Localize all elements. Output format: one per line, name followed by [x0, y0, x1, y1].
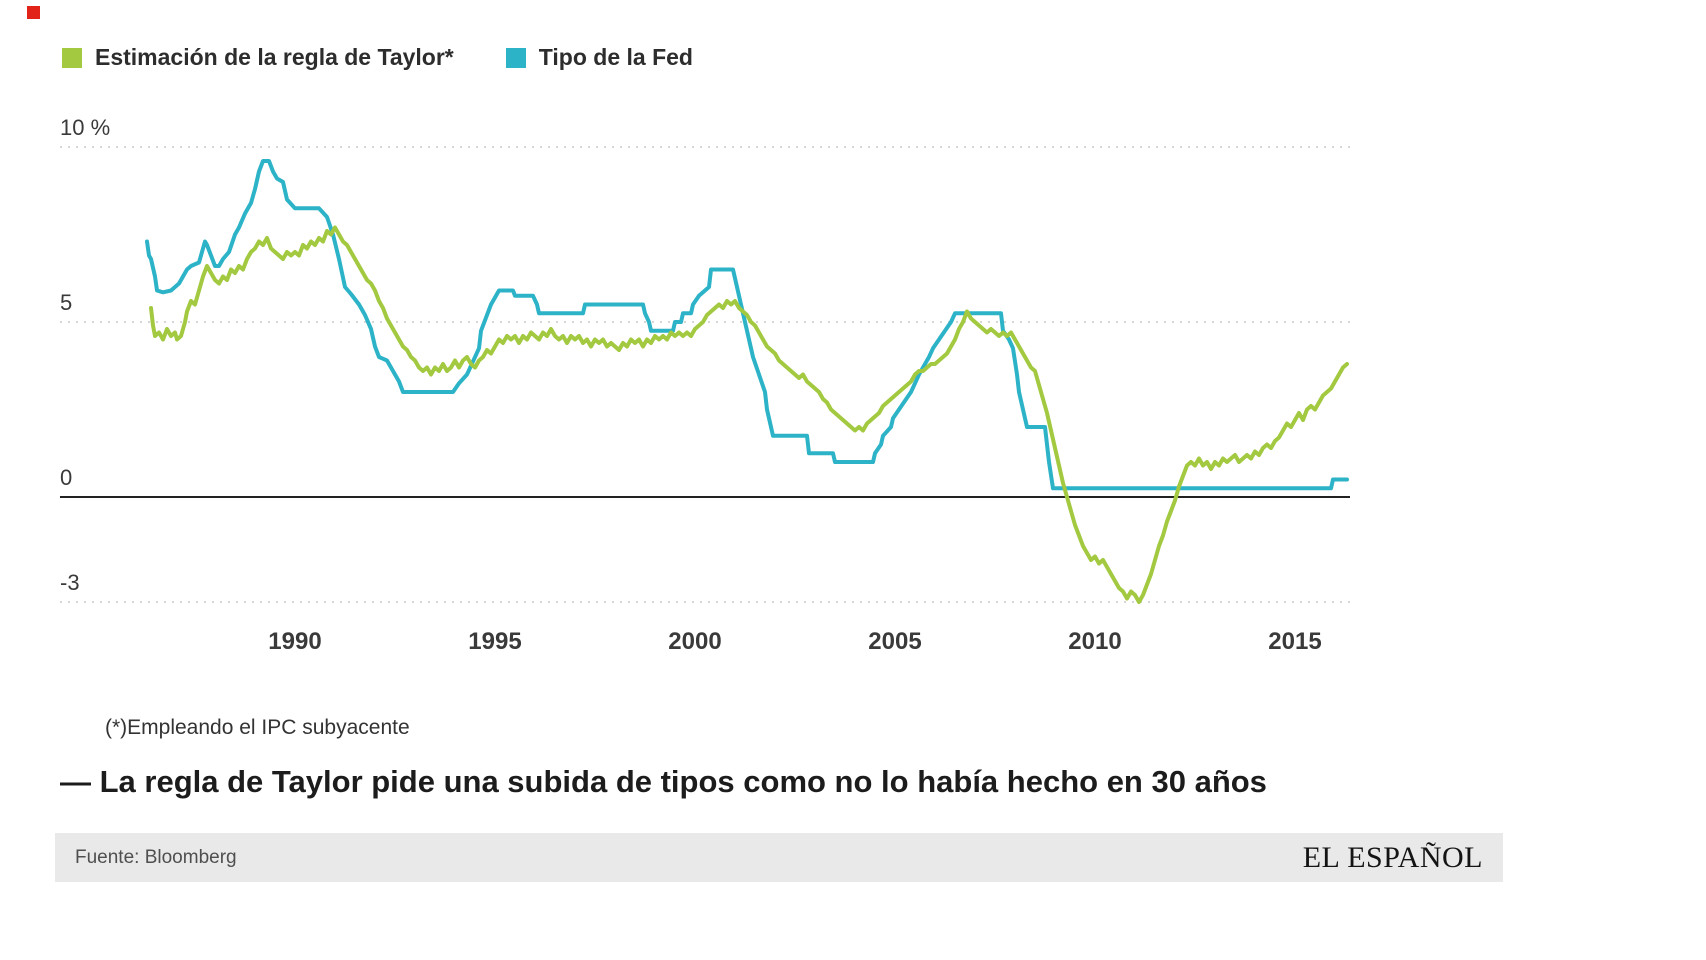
svg-text:2005: 2005: [868, 628, 921, 655]
svg-text:1990: 1990: [268, 628, 321, 655]
taylor-rule-line-chart: 10 % 5 0 -3 1990 1995 2000 2005 2010 2015: [60, 115, 1350, 655]
svg-text:10 %: 10 %: [60, 115, 110, 140]
red-square-icon: [27, 6, 40, 19]
chart-legend: Estimación de la regla de Taylor* Tipo d…: [62, 44, 693, 71]
headline: — La regla de Taylor pide una subida de …: [60, 764, 1267, 799]
fed-swatch-icon: [505, 47, 526, 68]
svg-text:2015: 2015: [1268, 628, 1321, 655]
legend-item-fed: Tipo de la Fed: [505, 44, 693, 71]
legend-label-taylor: Estimación de la regla de Taylor*: [95, 44, 454, 70]
legend-item-taylor: Estimación de la regla de Taylor*: [62, 44, 454, 71]
svg-text:2010: 2010: [1068, 628, 1121, 655]
source-label: Fuente: Bloomberg: [75, 846, 237, 868]
svg-text:2000: 2000: [668, 628, 721, 655]
footer-bar: Fuente: Bloomberg EL ESPAÑOL: [55, 833, 1503, 882]
legend-label-fed: Tipo de la Fed: [538, 44, 693, 70]
el-espanol-logo: EL ESPAÑOL: [1302, 840, 1483, 874]
svg-text:1995: 1995: [468, 628, 521, 655]
svg-text:5: 5: [60, 290, 72, 315]
svg-text:-3: -3: [60, 570, 80, 595]
svg-text:0: 0: [60, 465, 72, 490]
chart-footnote: (*)Empleando el IPC subyacente: [105, 716, 410, 739]
taylor-swatch-icon: [62, 47, 82, 68]
